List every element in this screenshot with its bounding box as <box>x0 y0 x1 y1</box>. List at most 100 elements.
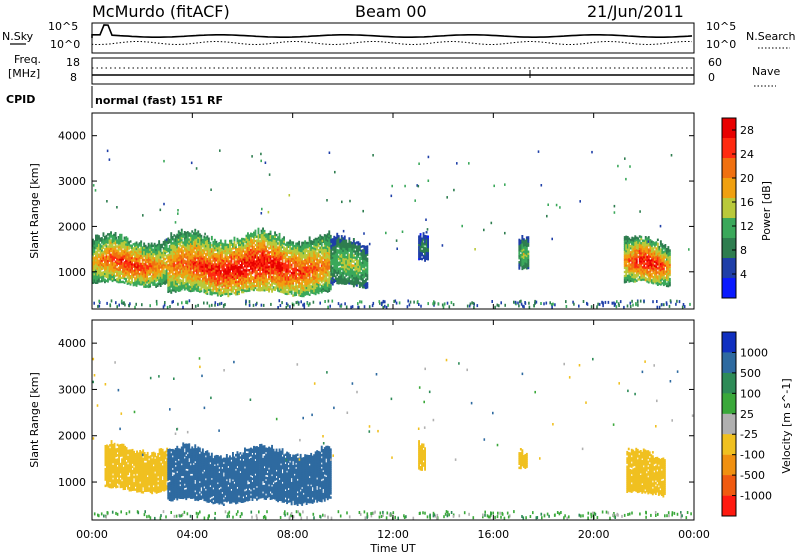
echo-cell <box>101 257 103 260</box>
echo-cell <box>137 278 140 281</box>
echo-cell <box>334 249 337 252</box>
echo-cell <box>641 270 644 273</box>
echo-cell <box>102 256 105 260</box>
echo-cell <box>125 255 127 258</box>
echo-cell <box>236 282 239 286</box>
echo-cell <box>290 275 293 279</box>
echo-cell <box>188 242 191 245</box>
echo-cell <box>101 261 103 264</box>
echo-cell <box>236 254 239 257</box>
echo-cell <box>197 259 200 262</box>
echo-cell <box>98 255 100 259</box>
echo-cell <box>119 274 121 277</box>
echo-cell <box>308 275 311 278</box>
echo-cell <box>655 267 658 271</box>
echo-cell <box>626 238 629 241</box>
echo-cell <box>201 275 204 279</box>
freq-label: Freq. <box>14 53 41 66</box>
echo-cell <box>632 253 635 256</box>
echo-cell <box>200 245 203 248</box>
echo-cell <box>110 270 112 273</box>
echo-cell <box>161 260 164 263</box>
echo-cell <box>203 290 206 294</box>
echo-cell <box>326 251 329 254</box>
echo-cell <box>626 250 629 253</box>
echo-cell <box>192 262 195 266</box>
echo-cell <box>293 291 296 295</box>
echo-cell <box>424 253 426 256</box>
echo-cell <box>197 275 200 278</box>
echo-cell <box>272 282 275 285</box>
echo-cell <box>641 241 644 244</box>
echo-cell <box>358 246 361 250</box>
echo-cell <box>201 267 204 270</box>
echo-cell <box>343 237 346 240</box>
echo-cell <box>140 242 143 245</box>
echo-cell <box>95 279 97 282</box>
echo-cell <box>225 264 228 267</box>
echo-cell <box>141 276 144 280</box>
echo-cell <box>201 263 204 266</box>
echo-cell <box>632 261 635 265</box>
echo-cell <box>313 257 316 260</box>
echo-cell <box>361 279 364 283</box>
echo-cell <box>224 288 227 292</box>
echo-cell <box>129 252 132 255</box>
echo-cell <box>137 253 140 257</box>
echo-cell <box>126 282 129 285</box>
echo-cell <box>295 269 298 272</box>
echo-cell <box>355 263 358 267</box>
echo-cell <box>652 282 655 285</box>
echo-cell <box>247 260 249 264</box>
echo-cell <box>93 248 96 251</box>
echo-cell <box>658 274 661 277</box>
echo-cell <box>191 246 194 250</box>
echo-cell <box>293 269 296 272</box>
echo-cell <box>625 272 628 275</box>
echo-cell <box>99 245 102 248</box>
echo-cell <box>147 257 150 260</box>
echo-cell <box>287 251 290 255</box>
echo-cell <box>278 255 281 258</box>
echo-cell <box>521 257 524 260</box>
echo-cell <box>342 261 345 265</box>
echo-cell <box>126 237 129 240</box>
echo-cell <box>254 229 257 232</box>
echo-cell <box>119 248 121 251</box>
echo-cell <box>425 255 428 258</box>
echo-cell <box>628 249 631 253</box>
echo-cell <box>298 293 301 297</box>
echo-cell <box>361 271 364 275</box>
echo-cell <box>153 248 156 252</box>
echo-cell <box>229 280 231 283</box>
echo-cell <box>213 253 216 256</box>
echo-cell <box>176 272 179 275</box>
echo-cell <box>153 283 156 286</box>
echo-cell <box>174 265 177 269</box>
echo-cell <box>105 267 108 270</box>
echo-cell <box>310 240 313 243</box>
echo-cell <box>301 249 304 253</box>
echo-cell <box>643 262 646 265</box>
echo-cell <box>644 262 647 265</box>
echo-cell <box>224 282 227 285</box>
echo-cell <box>269 238 272 242</box>
echo-cell <box>283 277 285 280</box>
echo-cell <box>192 283 195 286</box>
echo-cell <box>358 271 361 274</box>
echo-cell <box>646 241 649 244</box>
echo-cell <box>265 270 267 273</box>
echo-cell <box>170 271 173 274</box>
echo-cell <box>108 269 111 273</box>
echo-cell <box>215 242 218 246</box>
echo-cell <box>230 255 233 259</box>
echo-cell <box>653 246 656 249</box>
echo-cell <box>92 257 94 260</box>
echo-cell <box>147 273 150 276</box>
echo-cell <box>656 283 659 286</box>
echo-cell <box>241 276 243 279</box>
echo-cell <box>165 273 168 276</box>
echo-cell <box>348 278 351 281</box>
echo-cell <box>339 257 342 260</box>
echo-cell <box>210 280 213 284</box>
